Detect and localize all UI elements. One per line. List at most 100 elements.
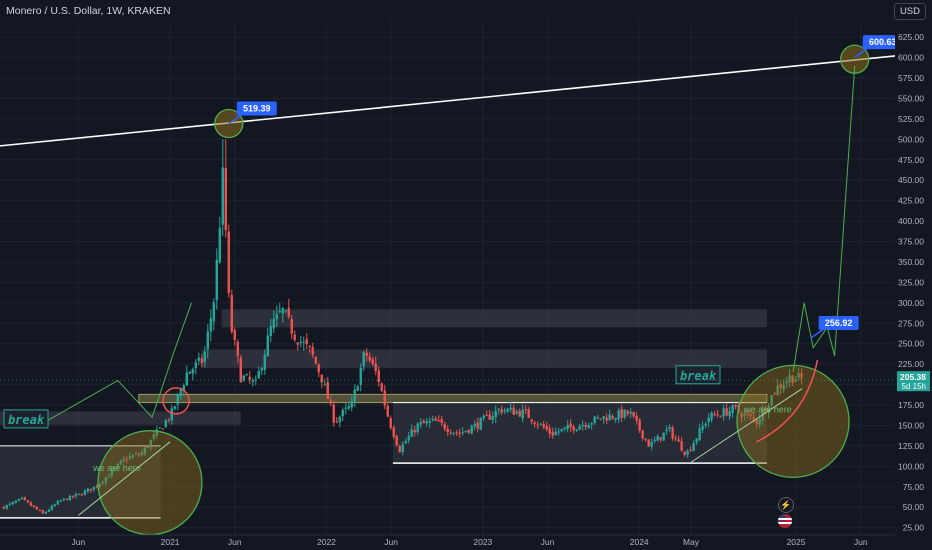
- candle-body: [323, 383, 326, 385]
- candle-body: [764, 407, 767, 412]
- candle-body: [413, 429, 416, 433]
- candle-body: [581, 424, 584, 427]
- candle-body: [224, 167, 227, 231]
- y-tick-label: 375.00: [898, 237, 924, 247]
- candle-body: [443, 423, 446, 430]
- candle-body: [392, 427, 395, 437]
- candle-body: [344, 407, 347, 409]
- candle-body: [338, 416, 341, 423]
- candle-body: [614, 418, 617, 420]
- x-tick-label: 2021: [161, 537, 180, 547]
- price-label-pointer: [228, 114, 242, 125]
- candle-body: [11, 502, 15, 504]
- candle-body: [596, 417, 599, 419]
- candle-body: [356, 386, 359, 391]
- y-tick-label: 475.00: [898, 155, 924, 165]
- candle-body: [368, 356, 371, 361]
- candle-body: [629, 411, 632, 414]
- candle-body: [125, 459, 129, 461]
- y-tick-label: 225.00: [898, 359, 924, 369]
- candle-body: [536, 424, 539, 426]
- candle-body: [101, 481, 105, 484]
- candle-body: [449, 432, 452, 434]
- price-label-text: 519.39: [243, 103, 271, 113]
- candle-body: [38, 509, 42, 511]
- candle-body: [92, 486, 96, 490]
- candle-body: [152, 434, 156, 439]
- break-label-text: break: [680, 369, 717, 383]
- candle-body: [14, 500, 18, 503]
- us-flag-icon[interactable]: [778, 514, 792, 528]
- currency-button[interactable]: USD: [893, 3, 926, 20]
- candle-body: [503, 410, 506, 412]
- candle-body: [383, 390, 386, 406]
- candle-body: [80, 494, 84, 496]
- candle-body: [233, 329, 236, 340]
- candle-body: [320, 374, 323, 383]
- highlight-circle: [736, 364, 850, 479]
- candle-body: [317, 364, 320, 373]
- candle-body: [206, 331, 209, 350]
- candle-body: [377, 370, 380, 382]
- candle-body: [665, 429, 668, 431]
- candle-body: [98, 483, 102, 488]
- candle-body: [170, 408, 174, 421]
- y-tick-label: 625.00: [898, 32, 924, 42]
- candle-body: [437, 420, 440, 422]
- candle-body: [242, 375, 245, 381]
- candle-body: [194, 362, 197, 368]
- candle-body: [548, 427, 551, 434]
- candle-body: [740, 413, 743, 418]
- candle-body: [554, 431, 557, 435]
- candle-body: [584, 424, 587, 427]
- candle-body: [218, 227, 221, 263]
- candle-body: [455, 432, 458, 434]
- highlight-circle-fill: [737, 365, 850, 478]
- candle-body: [659, 437, 662, 440]
- candle-body: [209, 318, 212, 332]
- candle-body: [515, 411, 518, 414]
- candle-body: [668, 427, 671, 430]
- candle-body: [56, 501, 60, 505]
- candle-body: [674, 438, 677, 440]
- range-box: [0, 445, 161, 518]
- candle-body: [593, 416, 596, 423]
- candle-body: [62, 498, 66, 500]
- candle-body: [59, 500, 63, 502]
- break-label-text: break: [8, 413, 45, 427]
- candle-body: [707, 417, 710, 423]
- candle-body: [359, 368, 362, 385]
- candle-body: [287, 307, 290, 317]
- y-tick-label: 425.00: [898, 196, 924, 206]
- candle-body: [425, 421, 428, 424]
- y-tick-label: 500.00: [898, 134, 924, 144]
- candle-body: [188, 371, 191, 374]
- candle-body: [416, 423, 419, 433]
- peak-circle: [214, 108, 244, 139]
- candle-body: [551, 431, 554, 436]
- candle-body: [350, 401, 353, 408]
- price-label-pointer: [810, 329, 824, 339]
- candle-body: [650, 442, 653, 447]
- candle-body: [602, 416, 605, 419]
- candle-body: [104, 477, 108, 483]
- candle-body: [623, 409, 626, 418]
- sr-zone: [201, 349, 767, 369]
- candle-body: [791, 375, 794, 383]
- candle-body: [32, 505, 36, 507]
- candle-body: [692, 442, 695, 452]
- y-tick-label: 250.00: [898, 339, 924, 349]
- candle-body: [641, 430, 644, 439]
- lightning-icon[interactable]: ⚡: [778, 497, 794, 513]
- candle-body: [680, 441, 683, 451]
- candle-body: [644, 438, 647, 440]
- y-tick-label: 100.00: [898, 461, 924, 471]
- candle-body: [731, 405, 734, 413]
- candle-body: [569, 423, 572, 428]
- sr-zone: [0, 411, 241, 425]
- y-tick-label: 525.00: [898, 114, 924, 124]
- candle-body: [755, 419, 758, 424]
- y-tick-label: 25.00: [903, 523, 925, 533]
- y-tick-label: 275.00: [898, 318, 924, 328]
